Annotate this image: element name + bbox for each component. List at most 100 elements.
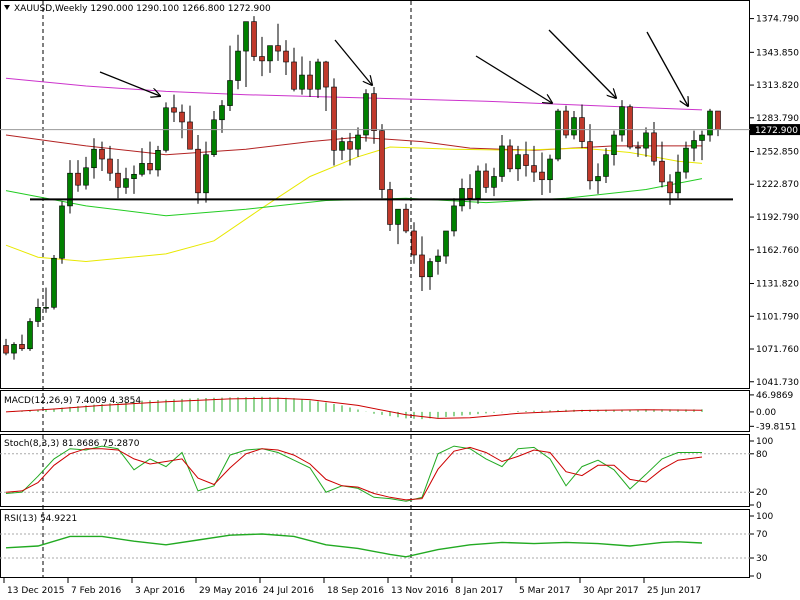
rsi-axis-tick-label: 0 xyxy=(756,572,762,582)
time-tick-label: 5 Mar 2017 xyxy=(519,586,570,596)
candle-body xyxy=(203,154,209,194)
candle-body xyxy=(667,181,673,194)
candlesticks xyxy=(3,16,721,360)
stoch-main-line xyxy=(5,445,702,502)
price-axis-tick-label: 1192.790 xyxy=(756,213,799,223)
candle-body xyxy=(587,141,593,182)
annotation-arrow xyxy=(475,55,552,103)
time-tick-label: 3 Apr 2016 xyxy=(135,586,185,596)
candle-body xyxy=(571,117,577,136)
candle-body xyxy=(443,230,449,257)
candle-body xyxy=(515,154,521,170)
time-tick-label: 30 Apr 2017 xyxy=(583,586,639,596)
candle-body xyxy=(115,172,121,188)
candle-body xyxy=(611,134,617,155)
candle-body xyxy=(35,307,41,322)
candle-body xyxy=(43,307,49,309)
time-axis: 13 Dec 2015 7 Feb 2016 3 Apr 2016 29 May 20… xyxy=(3,578,701,596)
candle-body xyxy=(627,106,633,148)
candle-body xyxy=(51,257,57,308)
annotation-arrow xyxy=(99,71,160,96)
candle-body xyxy=(139,163,145,175)
candle-body xyxy=(603,154,609,177)
candle-body xyxy=(715,110,721,130)
candle-body xyxy=(451,205,457,232)
candle-body xyxy=(275,45,281,52)
candle-body xyxy=(147,163,153,171)
candle-body xyxy=(547,158,553,181)
rsi-title: RSI(13) 54.9221 xyxy=(4,514,77,524)
candle-body xyxy=(635,146,641,149)
candle-body xyxy=(347,141,353,150)
candle-body xyxy=(123,178,129,188)
stochastic-pane: 100 80 20 0 xyxy=(0,437,773,511)
candle-body xyxy=(483,170,489,188)
price-axis-tick-label: 1071.760 xyxy=(756,345,799,355)
candle-body xyxy=(179,111,185,123)
candle-body xyxy=(419,254,425,278)
main-pane-title: XAUUSD,Weekly 1290.000 1290.100 1266.800… xyxy=(14,4,271,14)
candle-body xyxy=(355,134,361,150)
candle-body xyxy=(195,148,201,194)
candle-body xyxy=(315,61,321,90)
candle-body xyxy=(707,110,713,136)
candle-body xyxy=(371,93,377,131)
time-tick-label: 13 Dec 2015 xyxy=(7,586,65,596)
candle-body xyxy=(339,141,345,151)
candle-body xyxy=(523,154,529,166)
candle-body xyxy=(683,147,689,173)
candle-body xyxy=(227,80,233,106)
period-separators xyxy=(42,1,412,578)
candle-body xyxy=(187,121,193,150)
price-axis-tick-label: 1222.870 xyxy=(756,180,799,190)
candle-body xyxy=(243,21,249,52)
price-axis-tick-label: 1374.790 xyxy=(756,15,799,25)
candle-body xyxy=(659,160,665,183)
candle-body xyxy=(435,255,441,262)
rsi-line xyxy=(5,533,703,558)
candle-body xyxy=(131,173,137,179)
macd-title: MACD(12,26,9) 7.4009 4.3854 xyxy=(4,396,141,406)
candle-body xyxy=(91,148,97,169)
title-triangle-icon xyxy=(4,5,10,10)
main-pane-frame xyxy=(0,0,750,389)
price-axis-tick-label: 1252.850 xyxy=(756,148,799,158)
candle-body xyxy=(619,106,625,136)
macd-pane: 46.9869 0.00 -39.8151 xyxy=(5,391,796,432)
ma-magenta-line xyxy=(5,77,703,111)
stoch-axis-tick-label: 80 xyxy=(756,450,768,460)
stoch-axis-tick-label: 100 xyxy=(756,437,773,447)
candle-body xyxy=(251,21,257,57)
candle-body xyxy=(19,344,25,350)
price-axis-tick-label: 1313.820 xyxy=(756,81,799,91)
last-price-tag: 1272.900 xyxy=(0,124,800,136)
time-tick-label: 25 Jun 2017 xyxy=(647,586,701,596)
time-tick-label: 18 Sep 2016 xyxy=(327,586,384,596)
candle-body xyxy=(3,345,9,354)
price-axis: 1374.790 1343.850 1313.820 1283.790 1252.850… xyxy=(750,15,799,388)
annotation-arrow xyxy=(334,39,372,85)
stoch-pane-frame xyxy=(0,434,750,507)
time-tick-label: 7 Feb 2016 xyxy=(71,586,122,596)
price-axis-tick-label: 1131.820 xyxy=(756,280,799,290)
price-axis-tick-label: 1343.850 xyxy=(756,48,799,58)
macd-axis-tick-label: 46.9869 xyxy=(756,391,793,401)
candle-body xyxy=(595,176,601,182)
candle-body xyxy=(459,188,465,207)
stoch-axis-tick-label: 20 xyxy=(756,488,768,498)
candle-body xyxy=(387,189,393,225)
time-tick-label: 8 Jan 2017 xyxy=(455,586,503,596)
rsi-axis-tick-label: 30 xyxy=(756,554,768,564)
annotation-arrow xyxy=(646,31,688,106)
candle-body xyxy=(323,61,329,88)
candle-body xyxy=(531,165,537,173)
candle-body xyxy=(403,208,409,232)
price-axis-tick-label: 1283.790 xyxy=(756,114,799,124)
candle-body xyxy=(699,134,705,141)
candle-body xyxy=(283,50,289,63)
stoch-axis-tick-label: 0 xyxy=(756,501,762,511)
candle-body xyxy=(299,74,305,90)
rsi-axis-tick-label: 70 xyxy=(756,530,768,540)
stoch-title: Stoch(8,3,3) 81.8686 75.2870 xyxy=(4,439,140,449)
